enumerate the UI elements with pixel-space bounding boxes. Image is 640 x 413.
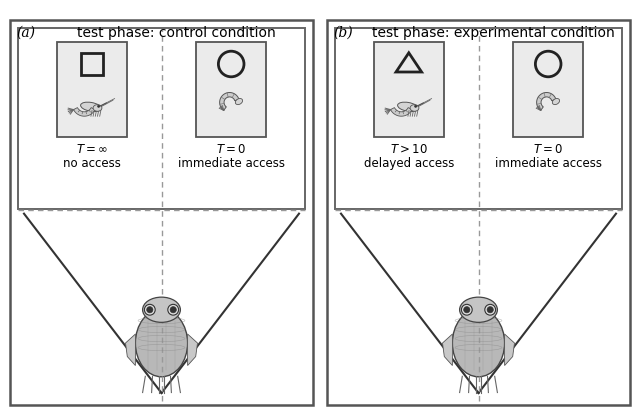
Bar [18,28,305,209]
Ellipse shape [93,104,102,111]
Polygon shape [537,93,556,110]
Ellipse shape [397,102,418,112]
Circle shape [485,304,495,315]
Bar [81,53,103,75]
Polygon shape [504,334,515,366]
Text: no access: no access [63,157,121,170]
Polygon shape [390,108,412,116]
Circle shape [170,306,177,313]
Text: $T = 0$: $T = 0$ [216,143,246,156]
Polygon shape [188,334,198,366]
Ellipse shape [410,104,419,111]
Text: test phase: control condition: test phase: control condition [77,26,276,40]
Bar [374,42,444,137]
Circle shape [461,304,472,315]
Circle shape [97,105,100,107]
Circle shape [415,105,417,107]
Circle shape [145,304,156,315]
Text: immediate access: immediate access [178,157,285,170]
Polygon shape [125,334,136,366]
Text: test phase: experimental condition: test phase: experimental condition [372,26,615,40]
Circle shape [147,306,153,313]
Circle shape [463,306,470,313]
Text: $T = \infty$: $T = \infty$ [76,143,108,156]
Bar [513,42,583,137]
Circle shape [168,304,179,315]
Polygon shape [74,108,95,116]
Polygon shape [220,93,239,110]
Text: (a): (a) [16,26,35,40]
Polygon shape [442,334,452,366]
Bar [196,42,266,137]
Bar [327,20,630,405]
Text: $T = 0$: $T = 0$ [533,143,563,156]
Ellipse shape [236,98,243,104]
Text: immediate access: immediate access [495,157,602,170]
Ellipse shape [136,309,188,377]
Ellipse shape [452,309,504,377]
Bar [10,20,313,405]
Ellipse shape [460,297,497,322]
Text: $T > 10$: $T > 10$ [390,143,428,156]
Circle shape [487,306,493,313]
Ellipse shape [81,102,101,112]
Bar [335,28,622,209]
Text: (b): (b) [333,26,353,40]
Ellipse shape [552,98,559,104]
Text: delayed access: delayed access [364,157,454,170]
Bar [57,42,127,137]
Ellipse shape [143,297,180,322]
